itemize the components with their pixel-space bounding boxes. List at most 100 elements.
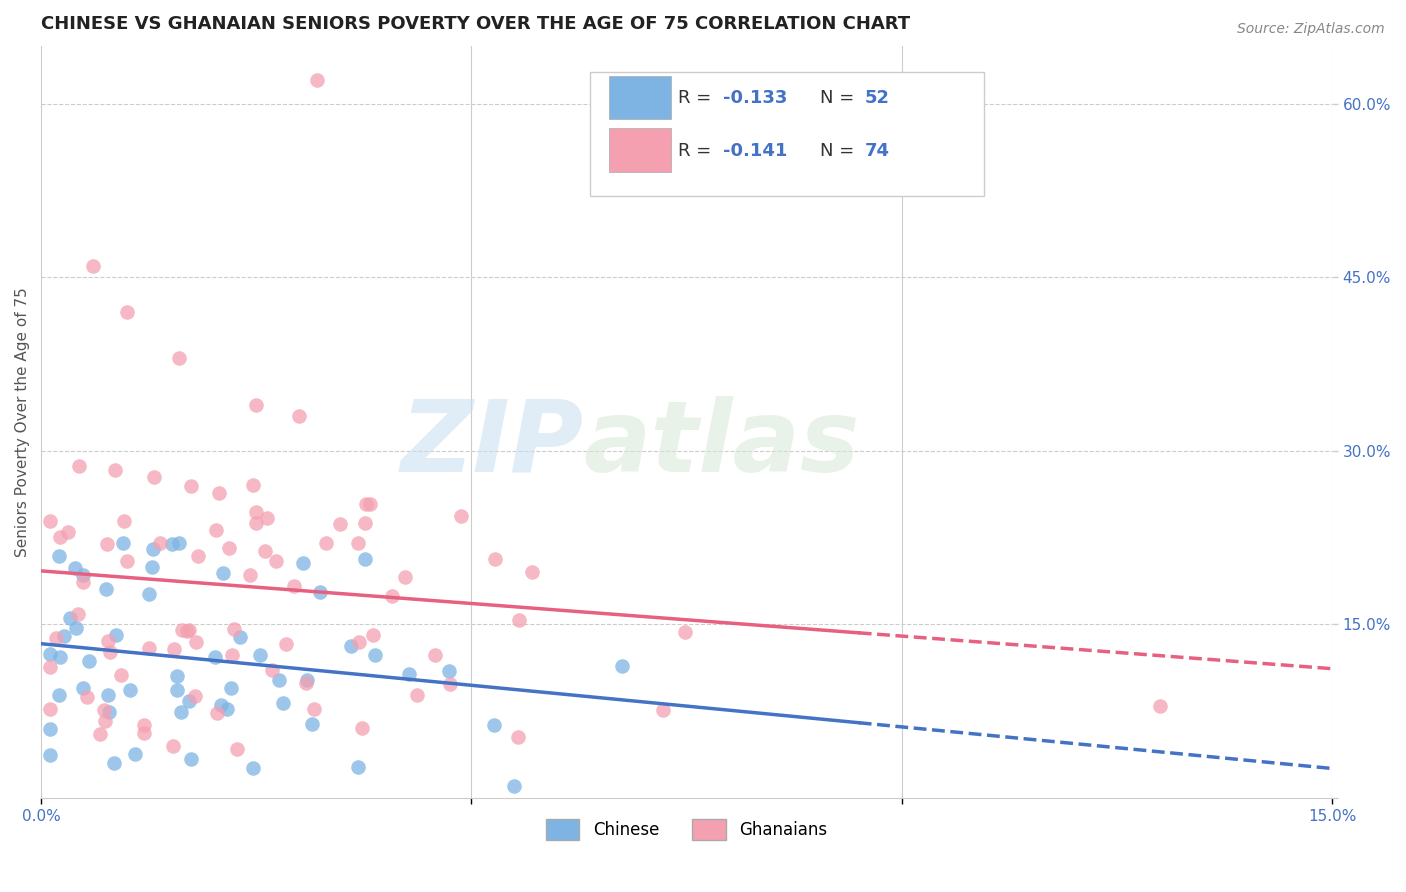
Point bbox=[295, 673, 318, 687]
Point bbox=[96, 688, 118, 702]
Point bbox=[166, 683, 188, 698]
Text: ZIP: ZIP bbox=[401, 396, 583, 493]
Point bbox=[103, 756, 125, 770]
Point bbox=[149, 536, 172, 550]
Point bbox=[224, 622, 246, 636]
Point bbox=[59, 611, 82, 625]
Point bbox=[115, 305, 138, 319]
Point bbox=[305, 73, 328, 87]
Point bbox=[381, 590, 404, 604]
Point bbox=[187, 549, 209, 563]
Point bbox=[245, 398, 267, 412]
Point bbox=[353, 516, 375, 531]
Legend: Chinese, Ghanaians: Chinese, Ghanaians bbox=[540, 813, 834, 847]
Point bbox=[45, 632, 67, 646]
Text: 74: 74 bbox=[865, 142, 890, 160]
Point bbox=[48, 688, 70, 702]
Point bbox=[96, 582, 118, 596]
Point bbox=[340, 639, 363, 653]
Point bbox=[347, 635, 370, 649]
Point bbox=[652, 703, 675, 717]
Y-axis label: Seniors Poverty Over the Age of 75: Seniors Poverty Over the Age of 75 bbox=[15, 287, 30, 557]
Point bbox=[217, 701, 239, 715]
Point bbox=[207, 486, 229, 500]
Point bbox=[48, 549, 70, 563]
Point bbox=[260, 663, 283, 677]
Point bbox=[104, 628, 127, 642]
Point bbox=[508, 613, 530, 627]
Point bbox=[295, 676, 318, 690]
Point bbox=[97, 706, 120, 720]
Point bbox=[253, 544, 276, 558]
Text: Source: ZipAtlas.com: Source: ZipAtlas.com bbox=[1237, 22, 1385, 37]
Point bbox=[112, 536, 135, 550]
Point bbox=[132, 726, 155, 740]
Point bbox=[138, 587, 160, 601]
Point bbox=[180, 752, 202, 766]
FancyBboxPatch shape bbox=[589, 72, 984, 196]
Point bbox=[218, 541, 240, 555]
Point bbox=[67, 458, 90, 473]
Point bbox=[484, 717, 506, 731]
Point bbox=[329, 516, 352, 531]
Point bbox=[302, 702, 325, 716]
Text: N =: N = bbox=[820, 88, 859, 106]
Point bbox=[65, 561, 87, 575]
Point bbox=[186, 635, 208, 649]
Point bbox=[264, 553, 287, 567]
Point bbox=[170, 706, 193, 720]
Point bbox=[205, 706, 228, 721]
Point bbox=[245, 505, 267, 519]
Point bbox=[179, 623, 201, 637]
Point bbox=[96, 536, 118, 550]
Point bbox=[94, 714, 117, 728]
Point bbox=[179, 694, 201, 708]
Point bbox=[163, 642, 186, 657]
Point bbox=[112, 514, 135, 528]
Text: R =: R = bbox=[678, 88, 717, 106]
Point bbox=[38, 659, 60, 673]
Point bbox=[245, 516, 267, 530]
Point bbox=[221, 648, 243, 663]
Point bbox=[450, 508, 472, 523]
Point bbox=[98, 645, 121, 659]
Point bbox=[143, 469, 166, 483]
Point bbox=[673, 625, 696, 640]
Point bbox=[89, 727, 111, 741]
Point bbox=[359, 497, 381, 511]
Text: 52: 52 bbox=[865, 88, 890, 106]
Point bbox=[38, 723, 60, 737]
Point bbox=[398, 667, 420, 681]
Point bbox=[364, 648, 387, 663]
Point bbox=[273, 697, 295, 711]
Point bbox=[110, 667, 132, 681]
Point bbox=[361, 628, 384, 642]
Point bbox=[291, 556, 314, 570]
Point bbox=[138, 640, 160, 655]
Point bbox=[160, 537, 183, 551]
Point bbox=[274, 637, 297, 651]
Point bbox=[394, 570, 416, 584]
Point bbox=[242, 477, 264, 491]
Point bbox=[65, 621, 87, 635]
Point bbox=[141, 560, 163, 574]
Point bbox=[315, 536, 337, 550]
Point bbox=[79, 654, 101, 668]
Point bbox=[309, 585, 332, 599]
Text: atlas: atlas bbox=[583, 396, 860, 493]
Point bbox=[115, 554, 138, 568]
Point bbox=[1149, 698, 1171, 713]
Point bbox=[423, 648, 446, 662]
Point bbox=[124, 747, 146, 762]
Point bbox=[172, 624, 194, 638]
Point bbox=[162, 739, 184, 753]
Point bbox=[437, 664, 460, 678]
Point bbox=[93, 703, 115, 717]
Point bbox=[97, 633, 120, 648]
FancyBboxPatch shape bbox=[609, 128, 671, 172]
Point bbox=[346, 536, 368, 550]
Point bbox=[66, 607, 89, 622]
Point bbox=[242, 761, 264, 775]
Point bbox=[76, 690, 98, 705]
Text: -0.133: -0.133 bbox=[723, 88, 787, 106]
